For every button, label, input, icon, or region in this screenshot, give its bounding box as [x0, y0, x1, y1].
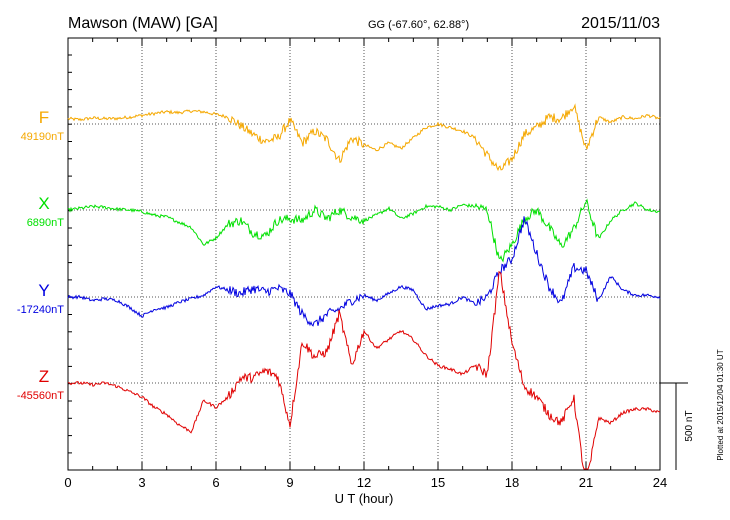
series-layer [67, 103, 661, 470]
scale-bar-label: 500 nT [684, 410, 695, 441]
x-axis-label: U T (hour) [335, 491, 394, 506]
x-tick-label: 21 [579, 475, 593, 490]
chart-title: Mawson (MAW) [GA] [68, 15, 218, 32]
grid [68, 38, 660, 470]
scale-bar: 500 nT [660, 382, 695, 470]
series-line-Z [68, 270, 660, 470]
series-name-X: X [38, 194, 49, 213]
series-baseline-X: 6890nT [27, 217, 65, 229]
x-tick-label: 6 [212, 475, 219, 490]
series-labels: F 49190nT X 6890nT Y -17240nT Z -45560nT [17, 108, 64, 402]
x-tick-label: 24 [653, 475, 667, 490]
station-coordinates: GG (-67.60°, 62.88°) [368, 19, 469, 31]
x-tick-label: 3 [138, 475, 145, 490]
x-tick-label: 9 [286, 475, 293, 490]
x-tick-label: 12 [357, 475, 371, 490]
series-baseline-Y: -17240nT [17, 304, 64, 316]
axis-ticks: 0 3 6 9 12 15 18 21 24 [64, 38, 667, 490]
x-tick-label: 0 [64, 475, 71, 490]
series-line-Y [67, 216, 661, 327]
series-baseline-F: 49190nT [21, 131, 65, 143]
series-name-F: F [39, 108, 49, 127]
x-tick-label: 15 [431, 475, 445, 490]
x-tick-label: 18 [505, 475, 519, 490]
chart-date: 2015/11/03 [581, 15, 660, 32]
series-line-F [67, 103, 661, 172]
series-name-Y: Y [38, 281, 49, 300]
plotted-timestamp: Plotted at 2015/12/04 01:30 UT [716, 349, 725, 460]
series-baseline-Z: -45560nT [17, 390, 64, 402]
series-line-X [68, 198, 661, 263]
series-name-Z: Z [39, 367, 49, 386]
